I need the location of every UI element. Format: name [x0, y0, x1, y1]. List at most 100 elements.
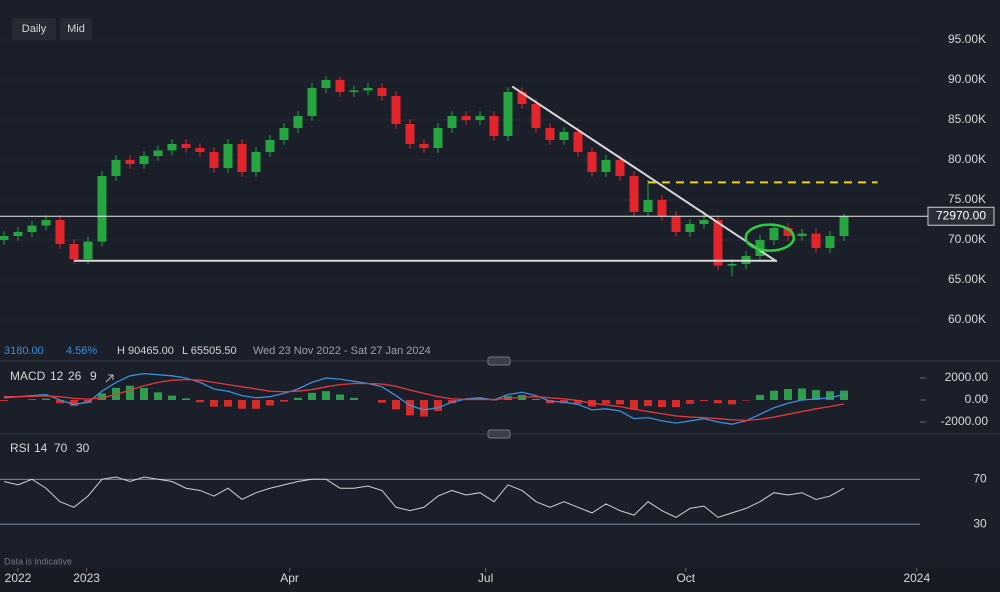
- histogram-bar: [672, 400, 680, 408]
- y-tick-label: 80.00K: [948, 152, 986, 166]
- candle-body: [797, 233, 807, 236]
- histogram-bar: [798, 388, 806, 400]
- candle-body: [685, 224, 695, 232]
- y-tick-label: 65.00K: [948, 272, 986, 286]
- histogram-bar: [252, 400, 260, 409]
- candle-body: [27, 225, 37, 232]
- histogram-bar: [742, 400, 750, 401]
- price-type-button[interactable]: [60, 18, 92, 40]
- candle-body: [139, 156, 149, 164]
- candle-body: [643, 200, 653, 212]
- collapse-icon[interactable]: [105, 374, 114, 383]
- candle-body: [433, 128, 443, 148]
- histogram-bar: [196, 400, 204, 403]
- footer-note: Data is indicative: [4, 556, 72, 566]
- candle-body: [349, 90, 359, 92]
- rsi-line: [3, 476, 845, 518]
- candle-body: [237, 144, 247, 172]
- y-tick-label: -2000.00: [941, 414, 989, 428]
- rsi-param: 70: [54, 441, 68, 455]
- histogram-bar: [294, 397, 302, 400]
- histogram-bar: [714, 400, 722, 404]
- high: H 90465.00: [117, 345, 174, 357]
- drawn-line: [511, 85, 778, 263]
- indicator-line: [4, 378, 845, 422]
- macd-param: 9: [90, 369, 97, 383]
- candle-body: [615, 160, 625, 176]
- histogram-bar: [70, 400, 78, 407]
- candle-body: [503, 92, 513, 136]
- candle-body: [279, 128, 289, 140]
- y-tick-label: 70: [973, 471, 987, 485]
- change: 3180.00: [4, 345, 44, 357]
- pane-grip[interactable]: [487, 429, 511, 439]
- macd-title: MACD: [10, 369, 46, 383]
- candle-body: [517, 92, 527, 104]
- interval-label[interactable]: Daily: [22, 23, 47, 35]
- candle-body: [447, 116, 457, 128]
- candle-body: [363, 88, 373, 91]
- last-price-box: [927, 206, 995, 226]
- pane-grip[interactable]: [487, 356, 511, 366]
- candle-body: [209, 152, 219, 168]
- histogram-bar: [392, 400, 400, 410]
- histogram-bar: [630, 400, 638, 410]
- candle-body: [195, 148, 205, 152]
- time-axis: [0, 568, 1000, 592]
- y-tick-label: 85.00K: [948, 112, 986, 126]
- histogram-bar: [644, 400, 652, 407]
- histogram-bar: [280, 400, 288, 402]
- histogram-bar: [686, 400, 694, 404]
- date-range: Wed 23 Nov 2022 - Sat 27 Jan 2024: [253, 345, 431, 357]
- candle-body: [251, 152, 261, 172]
- histogram-bar: [42, 398, 50, 400]
- candle-body: [601, 160, 611, 172]
- candle-body: [13, 232, 23, 236]
- histogram-bar: [224, 400, 232, 407]
- y-tick-label: 60.00K: [948, 312, 986, 326]
- candle-body: [97, 176, 107, 242]
- candle-body: [755, 240, 765, 256]
- histogram-bar: [56, 400, 64, 404]
- candle-body: [475, 116, 485, 120]
- candle-body: [125, 160, 135, 164]
- x-tick-label: 2023: [73, 571, 100, 585]
- candle-body: [0, 236, 9, 240]
- low: L 65505.50: [182, 345, 237, 357]
- histogram-bar: [336, 394, 344, 400]
- y-tick-label: 30: [973, 516, 987, 530]
- rsi-param: 30: [76, 441, 90, 455]
- candle-body: [545, 128, 555, 140]
- histogram-bar: [826, 391, 834, 400]
- candle-body: [391, 96, 401, 124]
- highlight-ellipse: [744, 223, 796, 252]
- histogram-bar: [658, 400, 666, 408]
- candle-body: [55, 220, 65, 244]
- histogram-bar: [350, 397, 358, 400]
- histogram-bar: [700, 400, 708, 402]
- candle-body: [167, 144, 177, 151]
- histogram-bar: [756, 395, 764, 400]
- plot: 60.00K65.00K70.00K75.00K80.00K85.00K90.0…: [0, 32, 995, 585]
- rsi-param: 14: [34, 441, 48, 455]
- y-tick-label: 70.00K: [948, 232, 986, 246]
- candle-body: [811, 233, 821, 248]
- histogram-bar: [378, 400, 386, 403]
- last-price-label: 72970.00: [936, 208, 986, 222]
- candle-body: [223, 144, 233, 168]
- y-tick-label: 75.00K: [948, 192, 986, 206]
- y-tick-label: 2000.00: [945, 370, 989, 384]
- histogram-bar: [0, 400, 8, 402]
- candle-body: [69, 244, 79, 260]
- change-pct: 4.56%: [66, 345, 97, 357]
- candle-body: [461, 116, 471, 120]
- candle-body: [307, 88, 317, 116]
- interval-button[interactable]: [12, 18, 56, 40]
- x-tick-label: Jul: [478, 571, 493, 585]
- histogram-bar: [532, 398, 540, 400]
- x-tick-label: 2022: [5, 571, 32, 585]
- candle-body: [839, 216, 849, 236]
- x-tick-label: Apr: [280, 571, 299, 585]
- price-type-label[interactable]: Mid: [67, 23, 85, 35]
